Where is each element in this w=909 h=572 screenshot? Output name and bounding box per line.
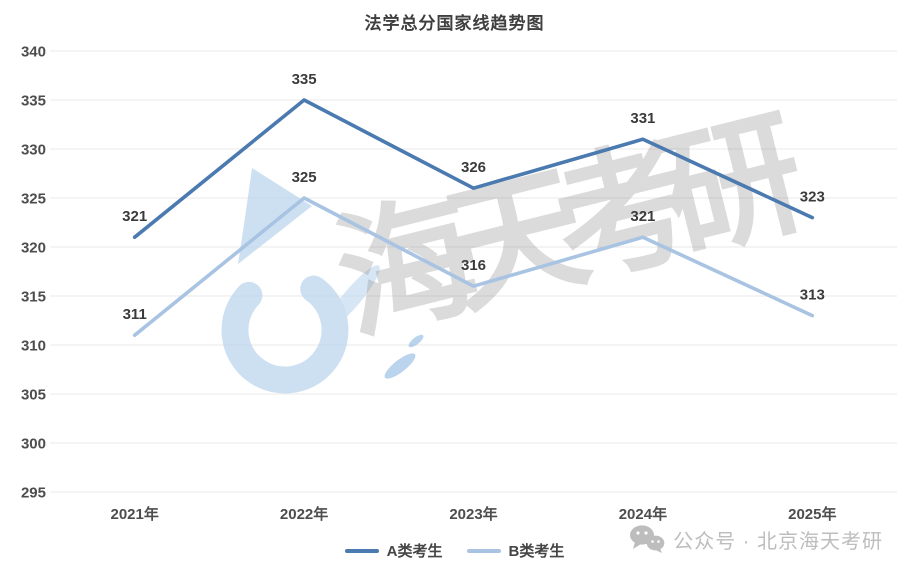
footer-wechat: 公众号 · 北京海天考研 bbox=[629, 524, 883, 554]
footer-text: 公众号 · 北京海天考研 bbox=[673, 530, 883, 553]
data-label: 311 bbox=[123, 306, 147, 323]
y-axis-tick-label: 320 bbox=[21, 240, 46, 257]
y-axis-tick-label: 300 bbox=[21, 436, 46, 453]
series-line-1 bbox=[132, 196, 815, 338]
legend-label: B类考生 bbox=[508, 543, 565, 560]
data-label: 335 bbox=[292, 71, 317, 88]
wechat-icon bbox=[630, 525, 665, 553]
x-axis-tick-label: 2022年 bbox=[280, 505, 328, 523]
y-axis-tick-label: 295 bbox=[21, 485, 46, 502]
legend-item-0: A类考生 bbox=[344, 540, 443, 561]
chart-legend: A类考生 B类考生 bbox=[0, 540, 909, 561]
y-axis-tick-label: 325 bbox=[21, 191, 46, 208]
data-label: 313 bbox=[800, 287, 825, 304]
y-axis-tick-label: 330 bbox=[21, 142, 46, 159]
y-axis-tick-label: 340 bbox=[21, 44, 46, 61]
y-axis-tick-label: 310 bbox=[21, 338, 46, 355]
legend-item-1: B类考生 bbox=[466, 540, 565, 561]
x-axis-tick-label: 2025年 bbox=[788, 505, 836, 523]
data-label: 321 bbox=[122, 208, 147, 225]
data-label: 326 bbox=[461, 159, 486, 176]
data-label: 325 bbox=[292, 169, 317, 186]
data-label: 316 bbox=[461, 257, 486, 274]
series-line-0 bbox=[132, 98, 815, 239]
legend-label: A类考生 bbox=[386, 543, 443, 560]
x-axis-tick-label: 2023年 bbox=[449, 505, 497, 523]
legend-swatch bbox=[466, 548, 501, 553]
y-axis-tick-label: 305 bbox=[21, 387, 46, 404]
watermark-calligraphy: 海天考研 bbox=[321, 92, 817, 362]
x-axis-tick-label: 2021年 bbox=[111, 505, 159, 523]
chart-title: 法学总分国家线趋势图 bbox=[364, 14, 545, 33]
x-axis-tick-label: 2024年 bbox=[619, 505, 667, 523]
data-label: 323 bbox=[800, 189, 825, 206]
y-axis-tick-label: 315 bbox=[21, 289, 46, 306]
haitian-logo-watermark bbox=[221, 168, 424, 394]
legend-swatch bbox=[344, 548, 379, 553]
data-label: 331 bbox=[630, 110, 655, 127]
data-label: 321 bbox=[630, 208, 655, 225]
y-axis-tick-label: 335 bbox=[21, 93, 46, 110]
